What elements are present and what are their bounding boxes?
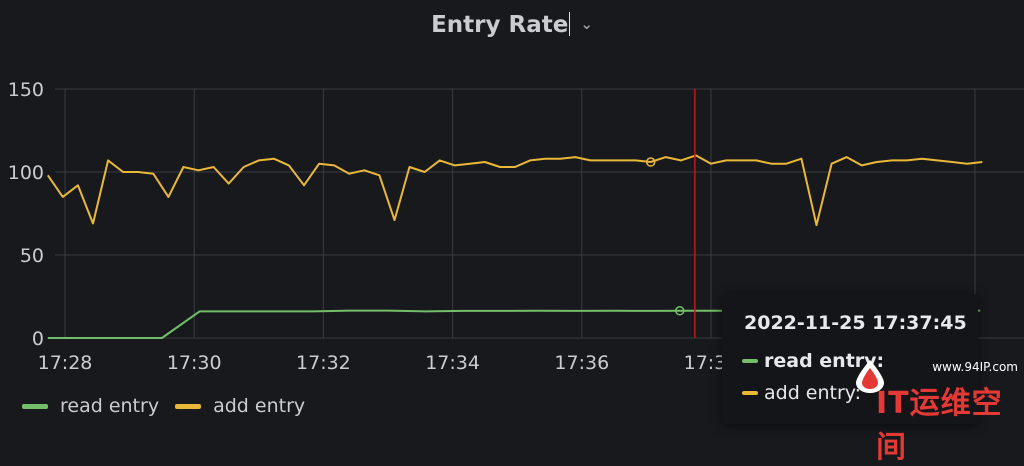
x-tick-label: 17:28	[38, 352, 93, 374]
legend-item-add-entry[interactable]: add entry	[175, 395, 305, 417]
hover-point-add-entry	[645, 157, 656, 167]
tooltip-label: add entry:	[764, 382, 862, 404]
tooltip-row-add-entry: add entry:	[742, 382, 861, 404]
x-tick-label: 17:34	[425, 352, 480, 374]
chevron-down-icon[interactable]: ⌄	[580, 15, 593, 33]
tooltip-row-read-entry: read entry:	[742, 350, 884, 372]
series-line-add-entry	[46, 154, 983, 227]
hover-point-read-entry	[675, 306, 685, 316]
watermark-text: IT运维空间	[876, 386, 1003, 465]
legend-item-read-entry[interactable]: read entry	[22, 395, 159, 417]
panel-title[interactable]: Entry Rate ⌄	[0, 12, 1024, 38]
tooltip-swatch-read-entry	[742, 359, 758, 363]
tooltip-swatch-add-entry	[742, 391, 758, 395]
watermark-logo-icon	[856, 360, 884, 393]
watermark-url: www.94IP.com	[932, 360, 1018, 374]
y-tick-label: 0	[32, 328, 44, 350]
legend: read entry add entry	[22, 394, 321, 418]
hover-cursor	[645, 89, 696, 338]
tooltip-time: 2022-11-25 17:37:45	[744, 312, 967, 334]
legend-label: read entry	[60, 395, 160, 417]
hover-tooltip: 2022-11-25 17:37:45 read entry: add entr…	[722, 294, 978, 424]
tooltip-label: read entry:	[764, 350, 885, 372]
text-cursor	[569, 12, 571, 36]
y-tick-label: 100	[8, 162, 44, 184]
y-axis-labels: 0 50 100 150	[8, 79, 44, 350]
legend-label: add entry	[213, 395, 306, 417]
panel-title-text: Entry Rate	[431, 12, 569, 38]
x-axis-labels: 17:28 17:30 17:32 17:34 17:36 17:38	[38, 352, 739, 374]
y-tick-label: 50	[20, 245, 44, 267]
legend-swatch-read-entry	[22, 403, 48, 409]
x-tick-label: 17:30	[167, 352, 222, 374]
legend-swatch-add-entry	[175, 403, 202, 409]
watermark: www.94IP.com IT运维空间	[848, 352, 1024, 465]
x-tick-label: 17:36	[554, 352, 609, 374]
y-tick-label: 150	[8, 79, 44, 101]
x-tick-label: 17:32	[296, 352, 351, 374]
